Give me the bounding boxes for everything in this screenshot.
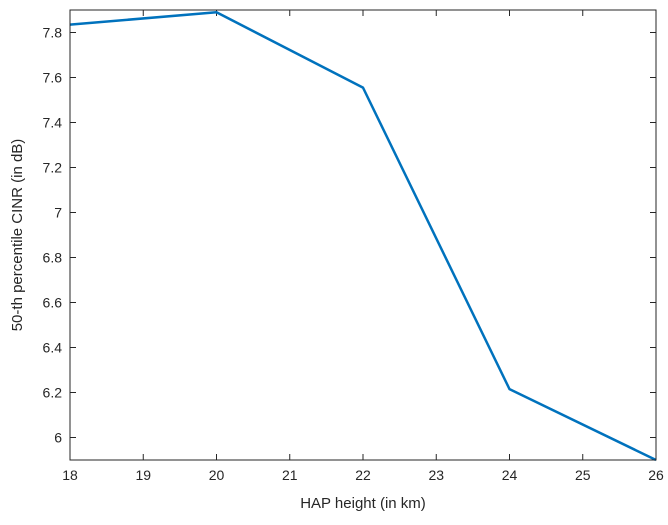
x-tick-label-2: 20 (209, 467, 225, 483)
x-tick-label-5: 23 (428, 467, 444, 483)
y-axis-label: 50-th percentile CINR (in dB) (9, 139, 26, 332)
y-tick-label-2: 6.4 (43, 340, 63, 356)
x-tick-label-0: 18 (62, 467, 78, 483)
x-tick-label-8: 26 (648, 467, 664, 483)
x-tick-label-7: 25 (575, 467, 591, 483)
y-tick-label-3: 6.6 (43, 295, 63, 311)
y-tick-label-6: 7.2 (43, 160, 63, 176)
x-tick-label-6: 24 (502, 467, 518, 483)
y-tick-label-0: 6 (54, 430, 62, 446)
y-tick-label-9: 7.8 (43, 25, 63, 41)
x-axis-label: HAP height (in km) (300, 495, 426, 512)
plot-area (70, 10, 656, 460)
y-tick-label-5: 7 (54, 205, 62, 221)
x-tick-label-1: 19 (135, 467, 151, 483)
y-tick-label-7: 7.4 (43, 115, 63, 131)
y-tick-label-4: 6.8 (43, 250, 63, 266)
x-tick-label-3: 21 (282, 467, 298, 483)
y-tick-label-8: 7.6 (43, 70, 63, 86)
x-tick-label-4: 22 (355, 467, 371, 483)
y-tick-label-1: 6.2 (43, 385, 63, 401)
